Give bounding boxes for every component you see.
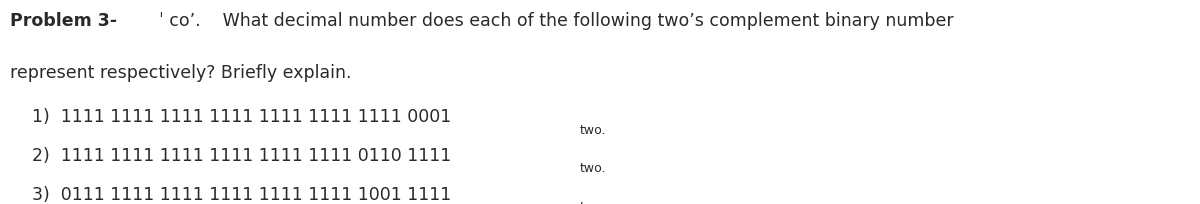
Text: ˈ coʼ.    What decimal number does each of the following two’s complement binary: ˈ coʼ. What decimal number does each of …: [148, 11, 954, 30]
Text: two.: two.: [580, 201, 607, 204]
Text: two.: two.: [580, 162, 607, 175]
Text: Problem 3-: Problem 3-: [10, 11, 116, 30]
Text: 3)  0111 1111 1111 1111 1111 1111 1001 1111: 3) 0111 1111 1111 1111 1111 1111 1001 11…: [10, 186, 451, 204]
Text: two.: two.: [580, 124, 607, 137]
Text: 2)  1111 1111 1111 1111 1111 1111 0110 1111: 2) 1111 1111 1111 1111 1111 1111 0110 11…: [10, 147, 451, 165]
Text: represent respectively? Briefly explain.: represent respectively? Briefly explain.: [10, 63, 352, 82]
Text: 1)  1111 1111 1111 1111 1111 1111 1111 0001: 1) 1111 1111 1111 1111 1111 1111 1111 00…: [10, 108, 451, 126]
